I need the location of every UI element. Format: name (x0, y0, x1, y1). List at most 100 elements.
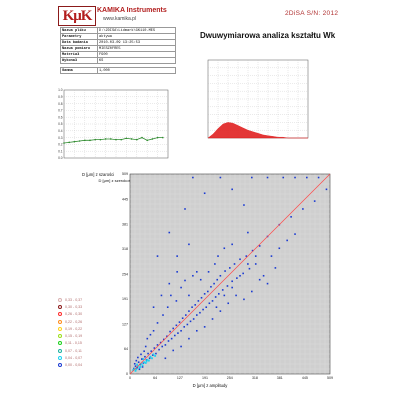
legend-swatch (58, 348, 62, 353)
data-point (140, 353, 142, 356)
legend-swatch (58, 334, 62, 339)
data-point (152, 329, 155, 332)
data-point (239, 258, 241, 261)
data-point (189, 320, 192, 323)
data-point (156, 322, 159, 324)
data-point (236, 277, 238, 279)
data-point (146, 337, 149, 340)
page-title: Dwuwymiarowa analiza kształtu Wk (200, 31, 336, 40)
x-axis-label: D [μm] z amplitudy (193, 383, 229, 388)
data-point (214, 263, 216, 265)
data-point (156, 255, 159, 257)
data-point (251, 176, 253, 179)
y-tick-label: 509 (122, 172, 128, 176)
x-axis-label: D [μm] z szerokości (99, 178, 134, 183)
data-point (144, 345, 147, 348)
serial-number: 2DiSA S/N: 2012 (285, 10, 339, 17)
data-point (302, 208, 304, 210)
data-point (180, 345, 182, 348)
data-point (161, 345, 164, 348)
data-point (243, 298, 245, 301)
data-point (180, 329, 182, 332)
data-point (148, 357, 151, 360)
data-point (137, 361, 140, 364)
data-point (115, 138, 117, 141)
data-point (243, 204, 245, 206)
data-point (110, 138, 112, 140)
data-point (138, 368, 141, 371)
data-point (94, 138, 96, 141)
data-point (197, 300, 200, 302)
data-point (141, 366, 144, 368)
data-point (188, 294, 190, 297)
legend-item: 0,26 - 0,30 (58, 311, 118, 318)
data-point (294, 233, 296, 235)
data-point (211, 318, 214, 320)
data-point (266, 176, 269, 179)
legend-swatch (58, 304, 62, 309)
data-point (231, 243, 233, 246)
data-point (194, 304, 197, 306)
legend-label: 0,30 - 0,33 (65, 304, 83, 309)
dense-point (146, 358, 149, 361)
data-point (192, 176, 194, 179)
data-point (195, 271, 198, 273)
data-point (63, 142, 65, 144)
dense-point (149, 355, 152, 358)
y-tick-label: 0.4 (58, 129, 63, 133)
y-tick-label: 318 (122, 247, 128, 251)
data-point (150, 350, 153, 353)
data-point (68, 141, 70, 144)
data-point (208, 302, 211, 305)
data-point (221, 289, 224, 291)
kamika-logo: KμK (58, 6, 96, 26)
data-point (251, 290, 253, 293)
data-point (317, 176, 320, 179)
data-point (286, 239, 288, 242)
dense-point (151, 357, 153, 360)
data-point (199, 278, 202, 281)
legend-item: 0,07 - 0,11 (58, 347, 118, 354)
data-point (99, 138, 102, 141)
data-point (181, 317, 184, 320)
dense-point (147, 359, 150, 362)
data-point (248, 267, 251, 270)
legend-swatch (58, 319, 62, 324)
data-point (219, 176, 222, 179)
x-tick-label: 127 (177, 376, 183, 380)
data-point (247, 231, 249, 234)
legend-label: 0,11 - 0,15 (65, 341, 82, 346)
data-point (254, 263, 257, 265)
legend-label: 0,22 - 0,26 (65, 319, 83, 324)
y-tick-label: 0.5 (58, 122, 63, 126)
legend-label: 0,04 - 0,07 (65, 356, 83, 361)
x-tick-label: 381 (277, 376, 283, 380)
data-point (135, 359, 138, 362)
data-point (130, 138, 133, 140)
data-point (214, 296, 217, 298)
y-tick-label: 0.8 (58, 102, 63, 106)
legend-swatch (58, 326, 62, 331)
data-point (153, 347, 156, 349)
data-point (203, 326, 206, 328)
data-point (166, 335, 168, 338)
info-value: 1,000 (97, 67, 176, 74)
info-row: Gamma 1,000 (60, 67, 176, 74)
data-point (137, 356, 139, 359)
data-point (306, 176, 308, 179)
legend-item: 0,19 - 0,22 (58, 325, 118, 332)
data-point (188, 337, 190, 340)
color-legend: 0,33 - 0,37 0,30 - 0,33 0,26 - 0,30 0,22 - … (58, 296, 118, 369)
data-point (200, 296, 203, 299)
dense-point (135, 368, 138, 371)
data-point (211, 300, 214, 302)
info-value: KS (97, 57, 176, 64)
data-point (158, 348, 160, 351)
info-key: Gamma (60, 67, 98, 74)
data-point (219, 274, 222, 277)
data-point (224, 270, 226, 272)
data-point (162, 338, 165, 341)
y-tick-label: 191 (122, 297, 128, 301)
main-scatter-chart: 0 64 127 191 254 318 381 445 509 0 64 127 191 254 318 3… (82, 172, 333, 388)
data-point (202, 308, 204, 311)
